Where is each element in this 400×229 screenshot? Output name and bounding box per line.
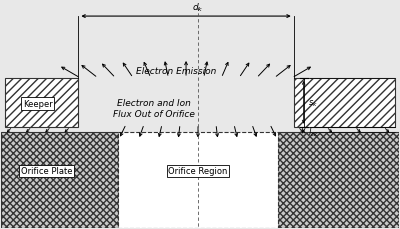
Text: Electron and Ion
Flux Out of Orifice: Electron and Ion Flux Out of Orifice [113,98,195,118]
Text: Electron Emission: Electron Emission [136,66,216,75]
Text: $d_k$: $d_k$ [192,2,204,14]
Bar [278,133,399,228]
Bar [294,79,395,127]
Bar [1,133,118,228]
Bar [118,133,278,228]
Text: Keeper: Keeper [23,99,53,108]
Bar [5,79,78,127]
Text: $l_{ck}$: $l_{ck}$ [308,126,319,138]
Text: Orifice Plate: Orifice Plate [21,167,72,176]
Text: $s_k$: $s_k$ [308,98,318,108]
Text: Orifice Region: Orifice Region [168,167,228,176]
